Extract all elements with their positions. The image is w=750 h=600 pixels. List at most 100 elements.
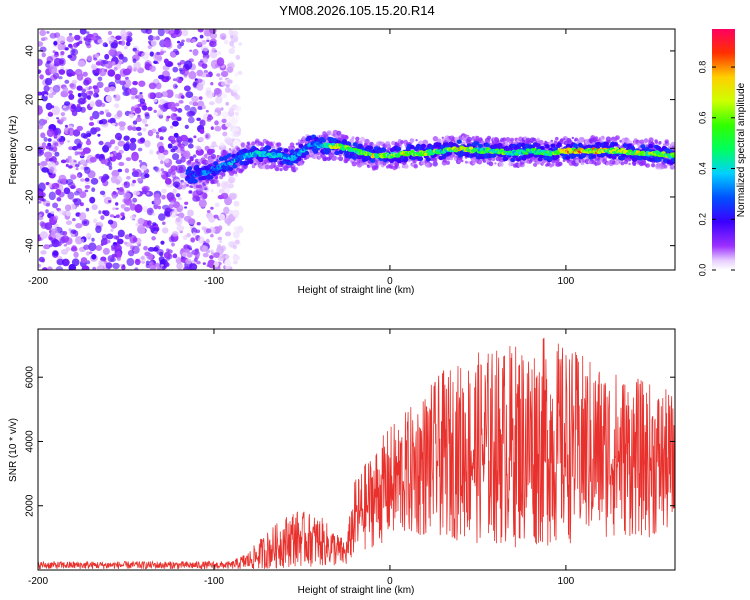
heatmap-noise-blob	[38, 58, 43, 67]
heatmap-noise-blob	[195, 80, 199, 83]
heatmap-noise-blob	[164, 178, 172, 185]
heatmap-noise-blob	[94, 127, 101, 132]
heatmap-noise-blob	[233, 200, 240, 207]
heatmap-noise-blob	[102, 60, 109, 65]
heatmap-noise-blob	[137, 93, 144, 100]
heatmap-noise-blob	[43, 267, 48, 270]
heatmap-halo-cell	[272, 141, 276, 144]
heatmap-halo-cell	[651, 163, 656, 168]
heatmap-band-cell	[277, 147, 283, 152]
heatmap-noise-blob	[172, 83, 178, 90]
heatmap-noise-blob	[184, 201, 189, 205]
heatmap-noise-blob	[95, 99, 103, 107]
heatmap-noise-blob	[213, 252, 221, 258]
heatmap-noise-blob	[110, 42, 118, 49]
heatmap-noise-blob	[79, 191, 87, 199]
heatmap-halo-cell	[394, 162, 399, 167]
heatmap-halo-cell	[297, 139, 302, 143]
heatmap-noise-blob	[119, 264, 123, 267]
heatmap-noise-blob	[161, 188, 168, 194]
heatmap-noise-blob	[120, 40, 126, 46]
colorbar-label: Normalized spectral amplitude	[736, 82, 747, 217]
heatmap-halo-cell	[344, 135, 349, 139]
heatmap-noise-blob	[165, 75, 172, 81]
heatmap-noise-blob	[79, 178, 85, 182]
heatmap-noise-blob	[149, 225, 154, 230]
heatmap-halo-cell	[360, 136, 366, 142]
heatmap-noise-blob	[91, 237, 95, 242]
heatmap-noise-blob	[62, 86, 69, 94]
heatmap-halo-cell	[336, 130, 342, 136]
heatmap-noise-blob	[75, 236, 83, 245]
heatmap-noise-blob	[168, 101, 176, 110]
heatmap-band-cell	[346, 141, 352, 147]
heatmap-noise-blob	[73, 160, 77, 163]
heatmap-noise-blob	[48, 191, 56, 201]
snr-x-axis-label: Height of straight line (km)	[298, 585, 415, 596]
heatmap-noise-blob	[198, 96, 203, 100]
heatmap-noise-blob	[147, 45, 152, 50]
heatmap-noise-blob	[48, 92, 54, 99]
heatmap-halo-cell	[619, 139, 623, 143]
heatmap-halo-cell	[376, 141, 382, 147]
colorbar-tick-label: 0.6	[697, 112, 707, 125]
heatmap-noise-blob	[119, 125, 125, 131]
heatmap-noise-blob	[115, 207, 119, 210]
heatmap-halo-cell	[415, 139, 418, 142]
heatmap-noise-blob	[175, 164, 184, 174]
heatmap-noise-blob	[102, 42, 108, 48]
colorbar-tick-label: 0.8	[697, 61, 707, 74]
heatmap-noise-blob	[146, 207, 154, 216]
heatmap-noise-blob	[45, 102, 53, 110]
heatmap-noise-blob	[166, 115, 171, 119]
heatmap-noise-blob	[67, 191, 75, 200]
heatmap-band-cell	[474, 141, 480, 146]
heatmap-noise-blob	[61, 235, 70, 243]
heatmap-noise-blob	[126, 35, 133, 43]
heatmap-band-cell	[611, 155, 617, 160]
heatmap-noise-blob	[133, 190, 141, 196]
heatmap-band-cell	[420, 143, 426, 149]
heatmap-noise-blob	[46, 60, 51, 64]
heatmap-noise-blob	[64, 79, 70, 84]
heatmap-noise-blob	[80, 151, 86, 156]
heatmap-band-cell	[554, 154, 560, 159]
heatmap-noise-blob	[227, 60, 232, 65]
heatmap-halo-cell	[460, 159, 464, 163]
heatmap-noise-blob	[233, 131, 240, 138]
heatmap-noise-blob	[170, 136, 176, 141]
heatmap-noise-blob	[45, 209, 49, 214]
heatmap-noise-blob	[47, 138, 52, 142]
heatmap-noise-blob	[124, 234, 131, 240]
heatmap-noise-blob	[172, 188, 177, 194]
heatmap-band-cell	[629, 145, 636, 151]
heatmap-noise-blob	[58, 174, 67, 182]
heatmap-halo-cell	[600, 135, 605, 141]
heatmap-noise-blob	[120, 204, 126, 209]
heatmap-halo-cell	[239, 168, 244, 173]
heatmap-noise-blob	[177, 79, 183, 84]
heatmap-noise-blob	[220, 245, 227, 252]
heatmap-noise-blob	[103, 210, 110, 217]
heatmap-noise-blob	[159, 259, 166, 265]
heatmap-noise-blob	[192, 48, 199, 56]
heatmap-noise-blob	[210, 82, 214, 86]
heatmap-halo-cell	[648, 137, 654, 143]
heatmap-noise-blob	[164, 158, 170, 164]
heatmap-band-cell	[565, 155, 571, 160]
heatmap-noise-blob	[175, 102, 180, 107]
heatmap-halo-cell	[502, 137, 507, 142]
heatmap-band-cell	[477, 143, 483, 149]
heatmap-noise-blob	[106, 233, 114, 240]
heatmap-noise-blob	[79, 29, 87, 35]
heatmap-noise-blob	[135, 117, 142, 123]
heatmap-noise-blob	[119, 80, 126, 86]
heatmap-noise-blob	[118, 187, 124, 192]
heatmap-halo-cell	[291, 166, 297, 173]
heatmap-noise-blob	[88, 90, 94, 95]
heatmap-noise-blob	[46, 128, 55, 138]
heatmap-noise-blob	[157, 205, 161, 210]
heatmap-halo-cell	[478, 160, 482, 164]
heatmap-noise-blob	[153, 99, 158, 103]
heatmap-noise-blob	[171, 242, 175, 247]
